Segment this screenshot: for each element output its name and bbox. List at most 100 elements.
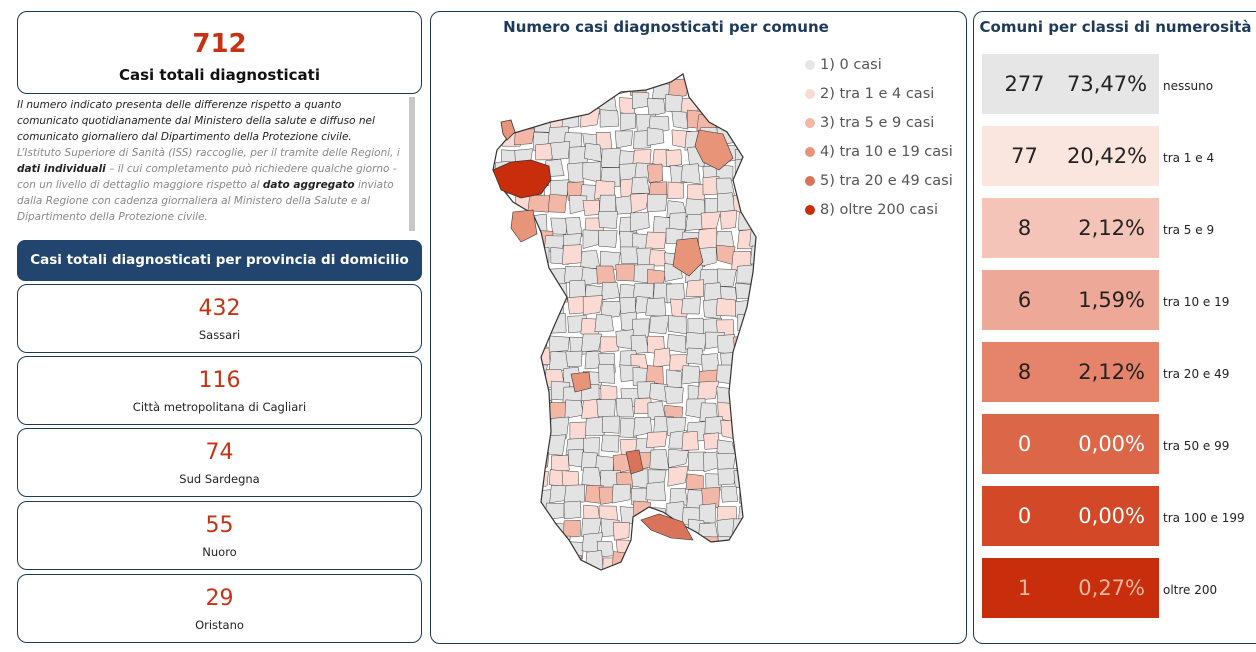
municipality-cell[interactable] <box>583 142 603 163</box>
municipality-cell[interactable] <box>615 264 636 282</box>
municipality-cell[interactable] <box>645 297 667 317</box>
municipality-cell[interactable] <box>733 335 750 356</box>
municipality-cell[interactable] <box>751 281 771 302</box>
municipality-cell[interactable] <box>700 211 721 230</box>
municipality-cell[interactable] <box>630 212 650 232</box>
municipality-cell[interactable] <box>517 575 536 591</box>
municipality-cell[interactable] <box>720 553 741 573</box>
municipality-cell[interactable] <box>752 349 771 370</box>
municipality-cell[interactable] <box>479 482 498 503</box>
municipality-cell[interactable] <box>515 549 535 570</box>
municipality-cell[interactable] <box>599 336 620 353</box>
class-row[interactable]: 6 1,59% tra 10 e 19 <box>982 270 1256 330</box>
municipality-cell[interactable] <box>531 300 551 318</box>
municipality-cell[interactable] <box>515 537 537 555</box>
municipality-cell[interactable] <box>598 62 620 80</box>
municipality-cell[interactable] <box>719 210 738 230</box>
municipality-cell[interactable] <box>535 142 556 161</box>
municipality-cell[interactable] <box>582 62 601 77</box>
municipality-cell[interactable] <box>767 568 771 588</box>
municipality-cell[interactable] <box>564 399 584 419</box>
municipality-cell[interactable] <box>697 380 720 400</box>
municipality-cell[interactable] <box>733 468 753 489</box>
municipality-cell[interactable] <box>562 244 583 265</box>
municipality-cell[interactable] <box>680 163 701 185</box>
municipality-cell[interactable] <box>620 573 637 592</box>
municipality-cell[interactable] <box>501 283 519 302</box>
municipality-cell[interactable] <box>495 436 516 456</box>
municipality-cell[interactable] <box>550 141 571 160</box>
municipality-cell[interactable] <box>600 384 618 401</box>
legend-item[interactable]: 3) tra 5 e 9 casi <box>805 108 953 137</box>
municipality-cell[interactable] <box>599 194 617 214</box>
municipality-cell[interactable] <box>582 229 599 249</box>
municipality-cell[interactable] <box>562 519 581 538</box>
municipality-cell[interactable] <box>767 388 771 405</box>
municipality-cell[interactable] <box>685 331 708 352</box>
municipality-cell[interactable] <box>494 247 515 267</box>
municipality-cell[interactable] <box>715 111 734 129</box>
municipality-cell[interactable] <box>597 77 616 96</box>
municipality-cell[interactable] <box>667 465 689 487</box>
municipality-cell[interactable] <box>497 231 518 251</box>
sardinia-map[interactable] <box>471 62 771 632</box>
municipality-cell[interactable] <box>479 129 501 148</box>
municipality-cell[interactable] <box>534 399 552 418</box>
municipality-cell[interactable] <box>612 521 630 541</box>
municipality-cell[interactable] <box>516 499 535 518</box>
municipality-cell[interactable] <box>716 192 736 213</box>
municipality-cell[interactable] <box>668 448 689 468</box>
municipality-cell[interactable] <box>664 536 682 559</box>
municipality-cell[interactable] <box>704 574 723 593</box>
municipality-cell[interactable] <box>478 215 497 234</box>
municipality-cell[interactable] <box>545 568 566 586</box>
municipality-cell[interactable] <box>477 386 498 405</box>
municipality-cell[interactable] <box>668 212 687 232</box>
municipality-cell[interactable] <box>634 539 654 559</box>
municipality-cell[interactable] <box>563 484 585 504</box>
municipality-cell[interactable] <box>515 98 534 117</box>
province-card-oristano[interactable]: 29 Oristano <box>17 574 422 643</box>
municipality-cell[interactable] <box>476 296 496 316</box>
municipality-cell[interactable] <box>750 504 771 524</box>
municipality-cell[interactable] <box>495 381 515 400</box>
municipality-cell[interactable] <box>551 455 570 474</box>
municipality-cell[interactable] <box>687 80 704 100</box>
municipality-cell[interactable] <box>620 246 639 265</box>
municipality-cell[interactable] <box>479 414 497 435</box>
municipality-cell[interactable] <box>601 281 621 301</box>
municipality-cell[interactable] <box>515 365 536 386</box>
municipality-cell[interactable] <box>534 522 555 543</box>
municipality-cell[interactable] <box>730 109 750 128</box>
municipality-cell[interactable] <box>598 211 618 229</box>
municipality-cell[interactable] <box>501 264 520 283</box>
municipality-cell[interactable] <box>645 481 666 501</box>
municipality-cell[interactable] <box>478 177 498 199</box>
municipality-cell[interactable] <box>735 130 755 151</box>
municipality-cell[interactable] <box>769 219 771 239</box>
municipality-cell[interactable] <box>513 128 536 146</box>
municipality-cell[interactable] <box>497 78 517 97</box>
municipality-cell[interactable] <box>649 383 668 403</box>
municipality-cell[interactable] <box>579 108 601 128</box>
province-card-cagliari[interactable]: 116 Città metropolitana di Cagliari <box>17 356 422 425</box>
municipality-cell[interactable] <box>499 318 520 336</box>
municipality-cell[interactable] <box>568 62 586 81</box>
municipality-cell[interactable] <box>550 76 567 94</box>
municipality-cell[interactable] <box>754 471 771 493</box>
municipality-cell[interactable] <box>666 369 683 389</box>
municipality-cell[interactable] <box>601 568 622 588</box>
municipality-cell[interactable] <box>594 313 614 333</box>
municipality-cell[interactable] <box>529 62 548 79</box>
municipality-cell[interactable] <box>596 265 616 285</box>
municipality-cell[interactable] <box>615 195 634 215</box>
municipality-cell[interactable] <box>549 535 571 556</box>
municipality-cell[interactable] <box>496 487 518 507</box>
class-row[interactable]: 277 73,47% nessuno <box>982 54 1256 114</box>
municipality-cell[interactable] <box>715 297 737 317</box>
municipality-cell[interactable] <box>476 244 498 263</box>
municipality-cell[interactable] <box>477 520 498 541</box>
municipality-cell[interactable] <box>681 430 699 451</box>
municipality-cell[interactable] <box>518 249 538 270</box>
municipality-cell[interactable] <box>750 438 766 457</box>
